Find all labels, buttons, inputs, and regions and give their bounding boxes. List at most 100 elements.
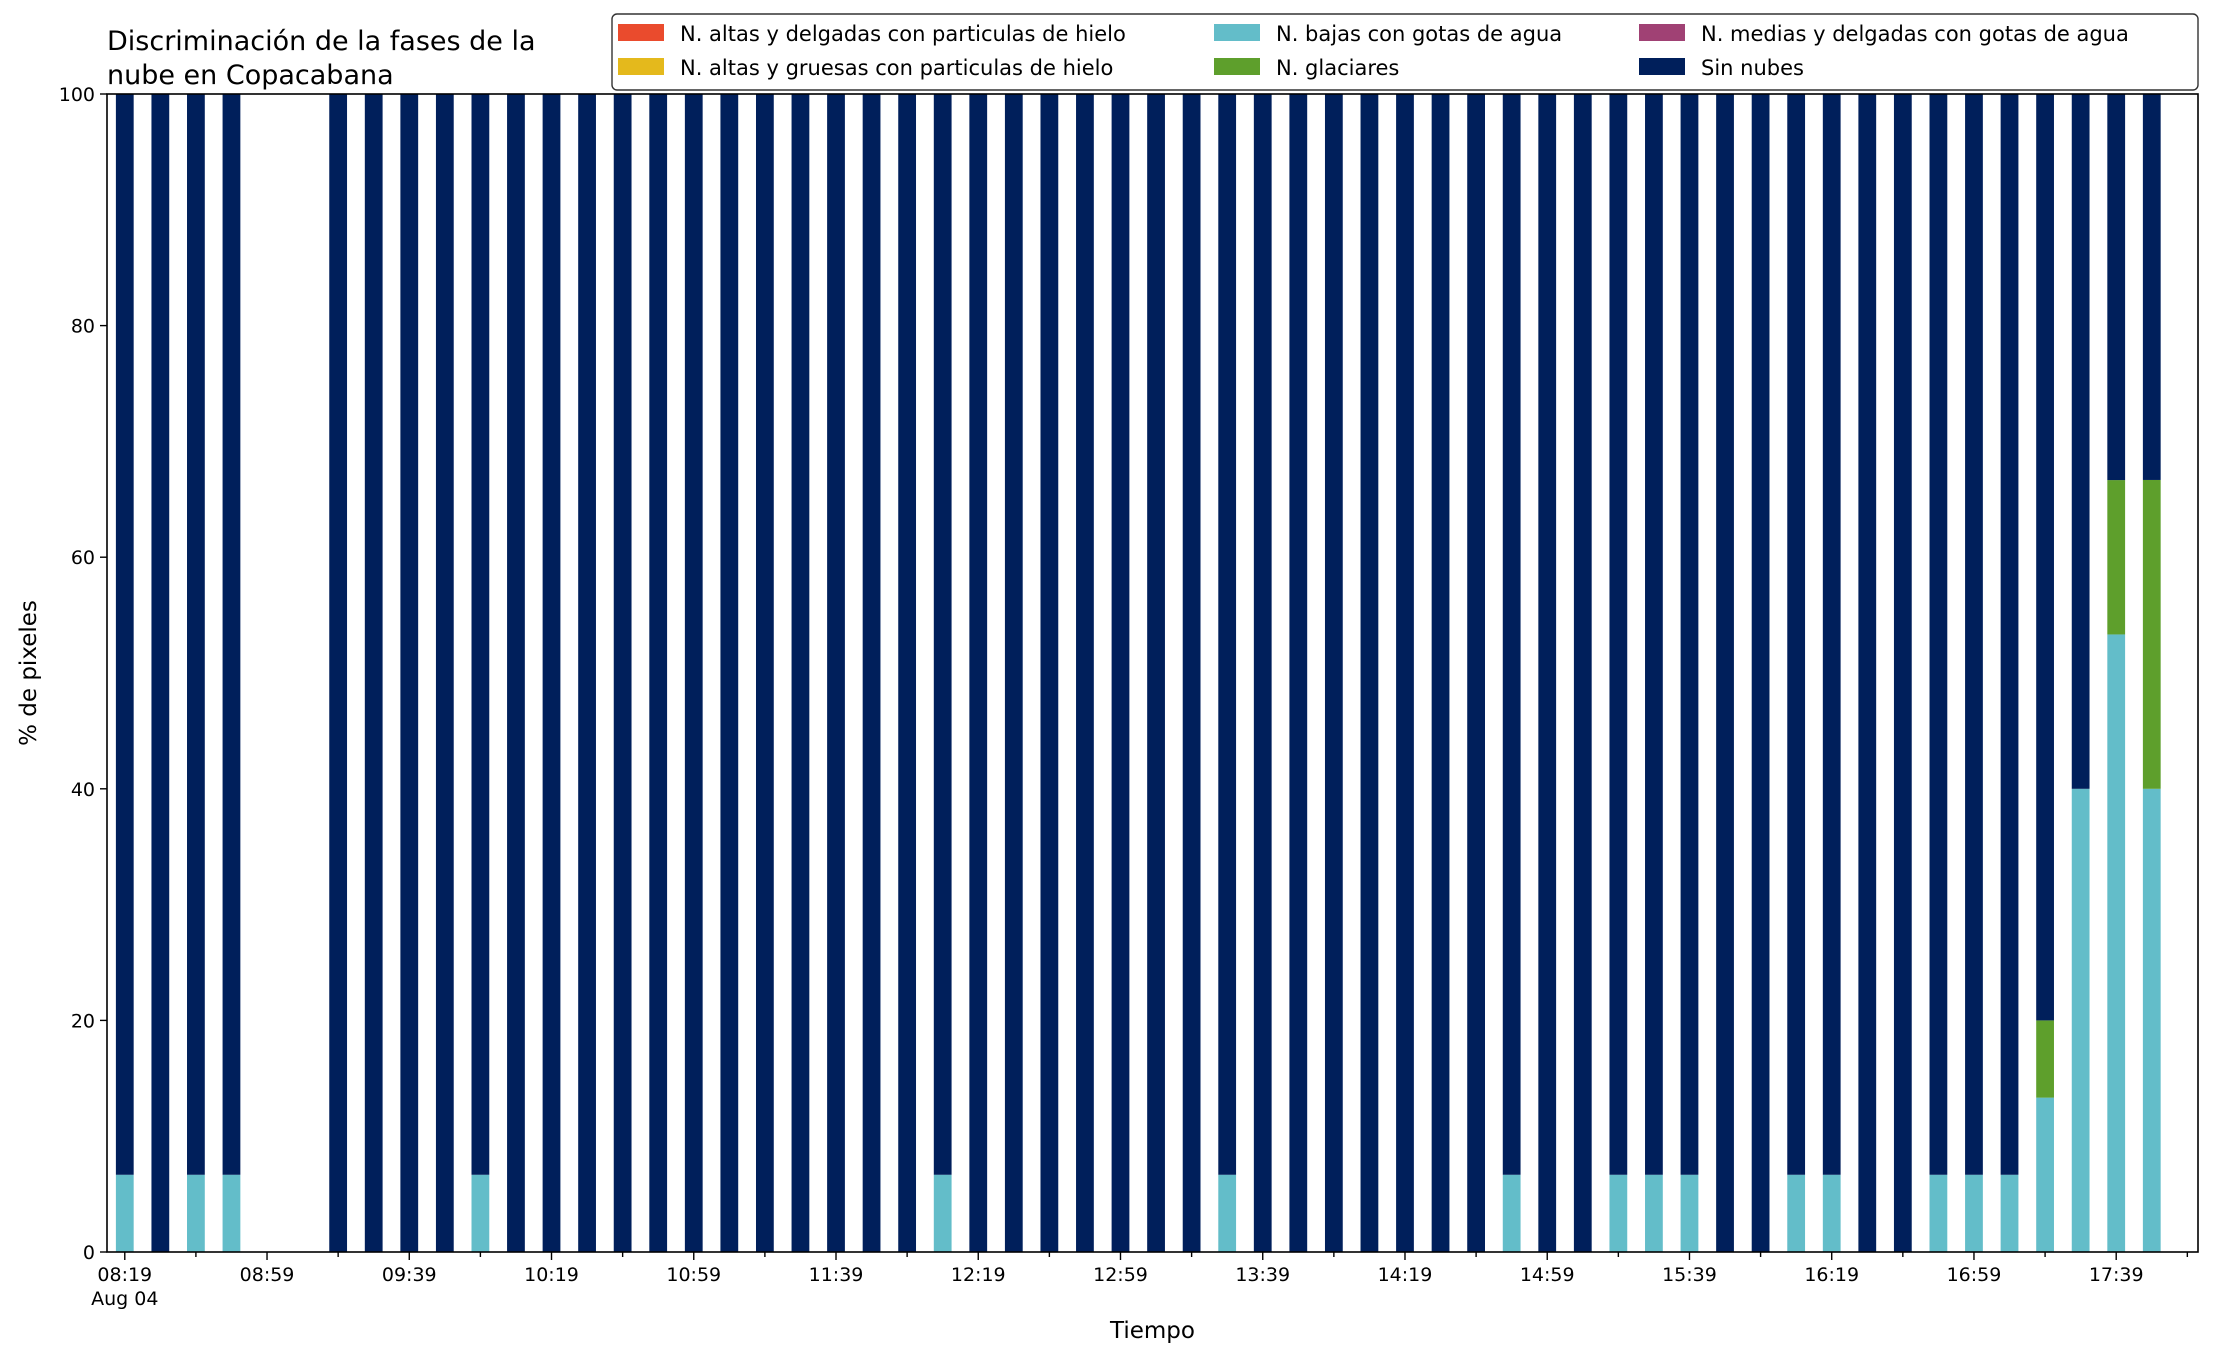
x-date-label: Aug 04 xyxy=(91,1288,158,1310)
x-tick-label: 09:39 xyxy=(382,1264,437,1286)
bar-segment-bajas xyxy=(222,1174,241,1252)
bar-segment-sin-nubes xyxy=(2036,94,2054,1021)
bar-segment-bajas xyxy=(1929,1174,1948,1252)
bar-segment-sin-nubes xyxy=(1182,94,1201,1252)
legend-entry: N. altas y gruesas con particulas de hie… xyxy=(680,56,1113,80)
bar-segment-glaciares xyxy=(2107,480,2126,635)
bar-segment-sin-nubes xyxy=(2071,94,2090,789)
bar-segment-bajas xyxy=(2036,1097,2054,1252)
axes: 0 20 40 60 80 100 08:19 08:59 09:39 10:19 10:59 11:… xyxy=(16,84,2199,1344)
x-tick-label: 15:39 xyxy=(1662,1264,1717,1286)
bar-segment-bajas xyxy=(471,1174,490,1252)
legend-swatch xyxy=(618,58,664,75)
bar-segment-sin-nubes xyxy=(1253,94,1272,1252)
bar-segment-sin-nubes xyxy=(1360,94,1379,1252)
legend-swatch xyxy=(618,24,664,41)
legend-entry: N. bajas con gotas de agua xyxy=(1276,22,1562,46)
y-tick-label: 80 xyxy=(71,316,95,338)
legend-swatch xyxy=(1214,58,1260,75)
bar-segment-sin-nubes xyxy=(1822,94,1841,1175)
bar-segment-sin-nubes xyxy=(471,94,490,1175)
bar-segment-sin-nubes xyxy=(1147,94,1165,1252)
bar-segment-sin-nubes xyxy=(969,94,988,1252)
x-tick-label: 12:59 xyxy=(1093,1264,1148,1286)
legend-entry: Sin nubes xyxy=(1701,56,1804,80)
bar-segment-bajas xyxy=(2142,788,2161,1252)
bar-segment-sin-nubes xyxy=(222,94,241,1175)
bar-segment-sin-nubes xyxy=(151,94,170,1252)
legend-box xyxy=(611,13,2199,91)
x-tick-label: 08:59 xyxy=(240,1264,295,1286)
bar-segment-sin-nubes xyxy=(933,94,952,1175)
bar-segment-sin-nubes xyxy=(1858,94,1877,1252)
bar-segment-sin-nubes xyxy=(1502,94,1521,1175)
bar-segment-bajas xyxy=(187,1174,205,1252)
legend-entry: N. glaciares xyxy=(1276,56,1399,80)
bar-segment-sin-nubes xyxy=(2142,94,2161,480)
x-tick-label: 10:59 xyxy=(666,1264,721,1286)
bar-segment-sin-nubes xyxy=(1716,94,1734,1252)
x-tick-label: 16:19 xyxy=(1804,1264,1859,1286)
bar-segment-sin-nubes xyxy=(2000,94,2019,1175)
bar-segment-sin-nubes xyxy=(1040,94,1059,1252)
legend-swatch xyxy=(1214,24,1260,41)
bar-segment-bajas xyxy=(1965,1174,1983,1252)
chart-title-line: nube en Copacabana xyxy=(107,60,394,91)
bar-segment-sin-nubes xyxy=(649,94,668,1252)
y-axis-label: % de pixeles xyxy=(16,600,42,746)
bar-segment-sin-nubes xyxy=(1218,94,1237,1175)
bar-segment-sin-nubes xyxy=(435,94,454,1252)
y-tick-label: 20 xyxy=(71,1010,95,1032)
x-tick-label: 14:19 xyxy=(1378,1264,1433,1286)
bar-segment-bajas xyxy=(1680,1174,1699,1252)
bar-segment-sin-nubes xyxy=(1680,94,1699,1175)
bar-segment-bajas xyxy=(933,1174,952,1252)
x-tick-label: 11:39 xyxy=(809,1264,864,1286)
bar-segment-sin-nubes xyxy=(1573,94,1592,1252)
bar-segment-bajas xyxy=(1645,1174,1663,1252)
bar-segment-sin-nubes xyxy=(827,94,845,1252)
bar-segment-sin-nubes xyxy=(1004,94,1023,1252)
bar-segment-glaciares xyxy=(2142,479,2161,789)
bar-segment-bajas xyxy=(1218,1174,1237,1252)
legend-swatch xyxy=(1639,24,1685,41)
bar-segment-sin-nubes xyxy=(187,94,205,1175)
legend: N. altas y delgadas con particulas de hi… xyxy=(611,13,2199,91)
bar-segment-sin-nubes xyxy=(1076,94,1094,1252)
legend-entry: N. medias y delgadas con gotas de agua xyxy=(1701,22,2129,46)
bar-segment-sin-nubes xyxy=(1965,94,1983,1175)
bar-segment-bajas xyxy=(2107,634,2126,1252)
bar-segment-bajas xyxy=(115,1174,134,1252)
bar-segment-sin-nubes xyxy=(1538,94,1557,1252)
chart-title-line: Discriminación de la fases de la xyxy=(107,26,536,57)
bar-segment-sin-nubes xyxy=(329,94,348,1252)
x-tick-label: 08:19 xyxy=(97,1264,152,1286)
bar-segment-sin-nubes xyxy=(684,94,703,1252)
bar-segment-sin-nubes xyxy=(1929,94,1948,1175)
bar-segment-sin-nubes xyxy=(2107,94,2126,481)
legend-entry: N. altas y delgadas con particulas de hi… xyxy=(680,22,1126,46)
bar-segment-bajas xyxy=(1502,1174,1521,1252)
bar-segment-sin-nubes xyxy=(1787,94,1806,1175)
bar-segment-sin-nubes xyxy=(1751,94,1770,1252)
bar-segment-sin-nubes xyxy=(613,94,632,1252)
x-tick-label: 14:59 xyxy=(1520,1264,1575,1286)
bar-segment-sin-nubes xyxy=(1893,94,1912,1252)
bar-segment-sin-nubes xyxy=(791,94,810,1252)
bar-segment-sin-nubes xyxy=(115,94,134,1175)
bar-segment-sin-nubes xyxy=(507,94,525,1252)
bar-segment-sin-nubes xyxy=(1609,94,1628,1175)
bars xyxy=(115,94,2161,1252)
bar-segment-sin-nubes xyxy=(542,94,561,1252)
bar-segment-sin-nubes xyxy=(898,94,917,1252)
x-tick-label: 17:39 xyxy=(2089,1264,2144,1286)
bar-segment-sin-nubes xyxy=(1289,94,1308,1252)
bar-segment-bajas xyxy=(2071,788,2090,1252)
bar-segment-bajas xyxy=(2000,1174,2019,1252)
x-axis-label: Tiempo xyxy=(1109,1318,1195,1344)
bar-segment-sin-nubes xyxy=(755,94,774,1252)
bar-segment-sin-nubes xyxy=(1396,94,1414,1252)
